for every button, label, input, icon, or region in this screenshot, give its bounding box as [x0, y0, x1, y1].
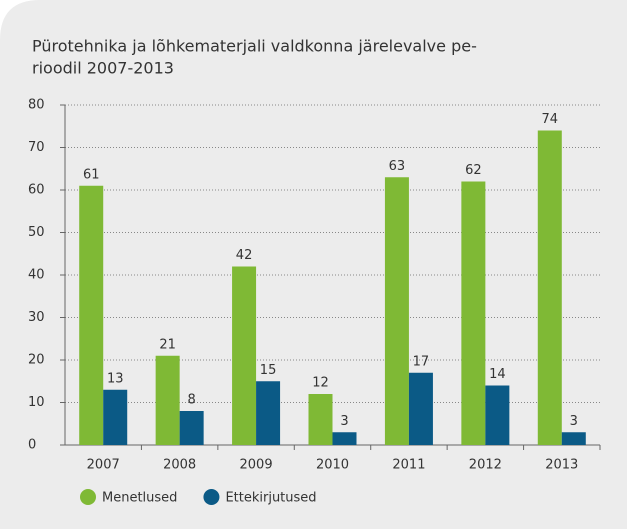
value-label: 14 — [489, 367, 506, 382]
chart-title-line: Pürotehnika ja lõhkematerjali valdkonna … — [32, 37, 477, 56]
x-tick-label: 2012 — [469, 458, 502, 473]
bar — [79, 185, 104, 445]
value-label: 17 — [413, 354, 430, 369]
bar — [408, 372, 433, 445]
legend-label: Menetlused — [102, 491, 177, 506]
value-label: 74 — [542, 112, 559, 127]
y-tick-label: 80 — [28, 98, 45, 113]
value-label: 13 — [107, 371, 124, 386]
bar — [561, 432, 586, 445]
bar — [155, 355, 180, 445]
bar — [256, 381, 281, 445]
value-label: 63 — [389, 159, 406, 174]
y-tick-label: 40 — [28, 268, 45, 283]
bar — [537, 130, 562, 445]
y-tick-label: 50 — [28, 225, 45, 240]
y-tick-label: 20 — [28, 353, 45, 368]
value-label: 21 — [159, 337, 176, 352]
value-label: 61 — [83, 167, 100, 182]
value-label: 62 — [465, 163, 482, 178]
value-label: 3 — [570, 414, 578, 429]
bar — [179, 411, 204, 445]
bar — [232, 266, 257, 445]
bar — [485, 385, 510, 445]
x-tick-label: 2013 — [545, 458, 578, 473]
x-tick-label: 2011 — [392, 458, 425, 473]
legend-swatch — [203, 489, 220, 505]
bar — [461, 181, 486, 445]
x-tick-label: 2010 — [316, 458, 349, 473]
y-tick-label: 10 — [28, 395, 45, 410]
value-label: 12 — [312, 376, 329, 391]
bar — [103, 389, 128, 445]
y-tick-label: 70 — [28, 140, 45, 155]
value-label: 15 — [260, 363, 277, 378]
bar — [384, 177, 409, 445]
legend-label: Ettekirjutused — [225, 491, 316, 506]
x-tick-label: 2008 — [163, 458, 196, 473]
y-tick-label: 0 — [28, 438, 36, 453]
bar — [332, 432, 357, 445]
x-tick-label: 2009 — [240, 458, 273, 473]
value-label: 42 — [236, 248, 253, 263]
value-label: 8 — [188, 393, 196, 408]
y-tick-label: 30 — [28, 310, 45, 325]
bar — [308, 394, 333, 445]
legend-swatch — [80, 489, 96, 505]
value-label: 3 — [340, 414, 348, 429]
y-tick-label: 60 — [28, 183, 45, 198]
chart-title-line: rioodil 2007-2013 — [32, 59, 174, 78]
x-tick-label: 2007 — [87, 458, 120, 473]
